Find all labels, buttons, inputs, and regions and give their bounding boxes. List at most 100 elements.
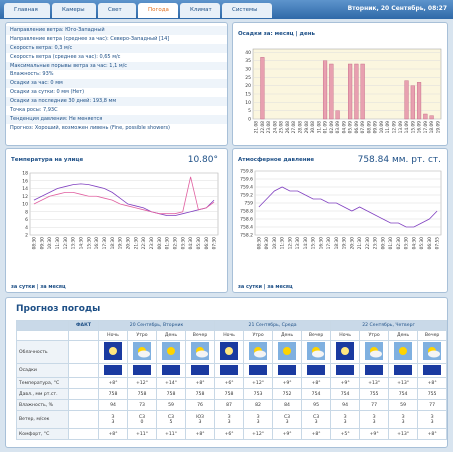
x-tick-label: 01:30 — [388, 237, 394, 250]
y-tick-label: 20 — [245, 83, 251, 89]
y-tick-label: 758.6 — [240, 217, 253, 223]
forecast-cell: +8° — [301, 428, 332, 440]
chart-footer[interactable]: за сутки | за месяц — [11, 284, 66, 290]
x-tick-label: 23:30 — [373, 237, 379, 250]
forecast-cell — [156, 340, 186, 364]
x-tick-label: 02:30 — [172, 237, 178, 250]
parts-row: Ночь Утро День Вечер Ночь Утро День Вечер Ночь Ут… — [16, 330, 448, 341]
forecast-cell: 754 — [388, 388, 419, 400]
forecast-row: Давл., мм рт.ст. 758 758 758 758 758 753 752 754… — [16, 388, 448, 400]
icon-sun — [167, 347, 175, 355]
forecast-cell — [388, 340, 419, 364]
forecast-row: Осадки — [16, 363, 448, 378]
weather-icon — [278, 342, 297, 360]
weather-icon — [191, 364, 210, 375]
icon-bg — [249, 364, 268, 375]
x-tick-label: 13:30 — [295, 237, 301, 250]
info-panel: Направление ветра: Юго-Западный Направлен… — [5, 22, 228, 146]
y-tick-label: 759.2 — [240, 193, 253, 199]
y-tick-label: 10 — [22, 202, 28, 208]
nav-tab[interactable]: Климат — [180, 3, 220, 18]
weather-icon — [220, 364, 239, 375]
forecast-cell: 76 — [184, 399, 216, 411]
forecast-cell: С3 3 — [272, 410, 303, 429]
icon-bg — [104, 364, 122, 375]
press-panel: Атмосферное давление 758.84 мм. рт. ст. 75… — [232, 148, 448, 293]
forecast-cell: 754 — [301, 388, 332, 400]
x-tick-label: 18:30 — [334, 237, 340, 250]
x-tick-label: 13:30 — [71, 237, 77, 250]
y-tick-label: 2 — [25, 233, 28, 239]
x-tick-label: 07:55 — [435, 237, 441, 250]
row-label: Давл., мм рт.ст. — [16, 388, 69, 400]
forecast-title: Прогноз погоды — [16, 304, 101, 314]
forecast-cell — [184, 363, 216, 378]
y-tick-label: 30 — [245, 67, 251, 73]
weather-icon — [423, 364, 442, 375]
x-tick-label: 19:30 — [118, 237, 124, 250]
x-tick-label: 28.08 — [298, 121, 304, 134]
fact-cell — [68, 340, 99, 364]
nav-tab[interactable]: Главная — [4, 3, 50, 18]
forecast-cell: +8° — [417, 428, 448, 440]
fact-header: ФАКТ — [68, 320, 99, 331]
nav-tab[interactable]: Свет — [98, 3, 136, 18]
x-tick-label: 10.09 — [379, 121, 385, 134]
current-value: 758.84 мм. рт. ст. — [358, 155, 441, 165]
x-tick-label: 04.09 — [341, 121, 347, 134]
forecast-row: Комфорт, °С +8° +11° +11° +8° +6° +12° +9° +8° +5… — [16, 428, 448, 440]
info-line: Скорость ветра: 0,3 м/с — [6, 43, 227, 53]
forecast-cell: С3 0 — [127, 410, 157, 429]
line-series — [258, 186, 438, 228]
nav-tab[interactable]: Камеры — [52, 3, 96, 18]
x-tick-label: 19.09 — [435, 121, 441, 134]
y-tick-label: 35 — [245, 58, 251, 64]
y-tick-label: 759.6 — [240, 177, 253, 183]
x-tick-label: 14.09 — [404, 121, 410, 134]
forecast-cell: 752 — [272, 388, 303, 400]
row-label: Осадки — [16, 363, 69, 378]
y-tick-label: 15 — [245, 92, 251, 98]
forecast-cell — [388, 363, 419, 378]
forecast-cell — [214, 340, 245, 364]
bar — [423, 113, 428, 120]
y-tick-label: 758.8 — [240, 209, 253, 215]
wind-part: 3 — [227, 419, 231, 425]
nav-tab[interactable]: Системы — [222, 3, 272, 18]
forecast-cell: +11° — [127, 428, 157, 440]
row-label: Влажность, % — [16, 399, 69, 411]
forecast-cell — [417, 340, 448, 364]
icon-bg — [133, 364, 151, 375]
icon-cloud — [428, 350, 441, 358]
forecast-cell: 758 — [127, 388, 157, 400]
forecast-cell: +9° — [272, 377, 303, 389]
wind-part: З — [111, 414, 115, 420]
weather-icon — [365, 364, 384, 375]
part: Ночь — [98, 330, 128, 341]
bar — [404, 80, 409, 120]
icon-sun — [341, 347, 350, 355]
nav-tab[interactable]: Погода — [138, 3, 178, 18]
forecast-cell — [301, 340, 332, 364]
wind-part: ЮЗ — [196, 414, 204, 420]
x-tick-label: 09:30 — [39, 237, 45, 250]
forecast-cell: 94 — [98, 399, 128, 411]
row-label: Температура, °С — [16, 377, 69, 389]
fact-cell — [68, 399, 99, 411]
chart-footer[interactable]: за сутки | за месяц — [238, 284, 293, 290]
bar — [335, 110, 340, 120]
x-tick-label: 11.09 — [385, 121, 391, 134]
info-line: Осадки за час: 0 мм — [6, 79, 227, 89]
weather-icon — [162, 364, 180, 375]
icon-sun — [399, 347, 408, 355]
x-tick-label: 14:30 — [303, 237, 309, 250]
x-tick-label: 21:30 — [357, 237, 363, 250]
x-tick-label: 21:30 — [133, 237, 139, 250]
forecast-cell: +8° — [184, 428, 216, 440]
x-tick-label: 18.09 — [429, 121, 435, 134]
x-tick-label: 11:30 — [280, 237, 286, 250]
y-tick-label: 758.2 — [240, 233, 253, 239]
